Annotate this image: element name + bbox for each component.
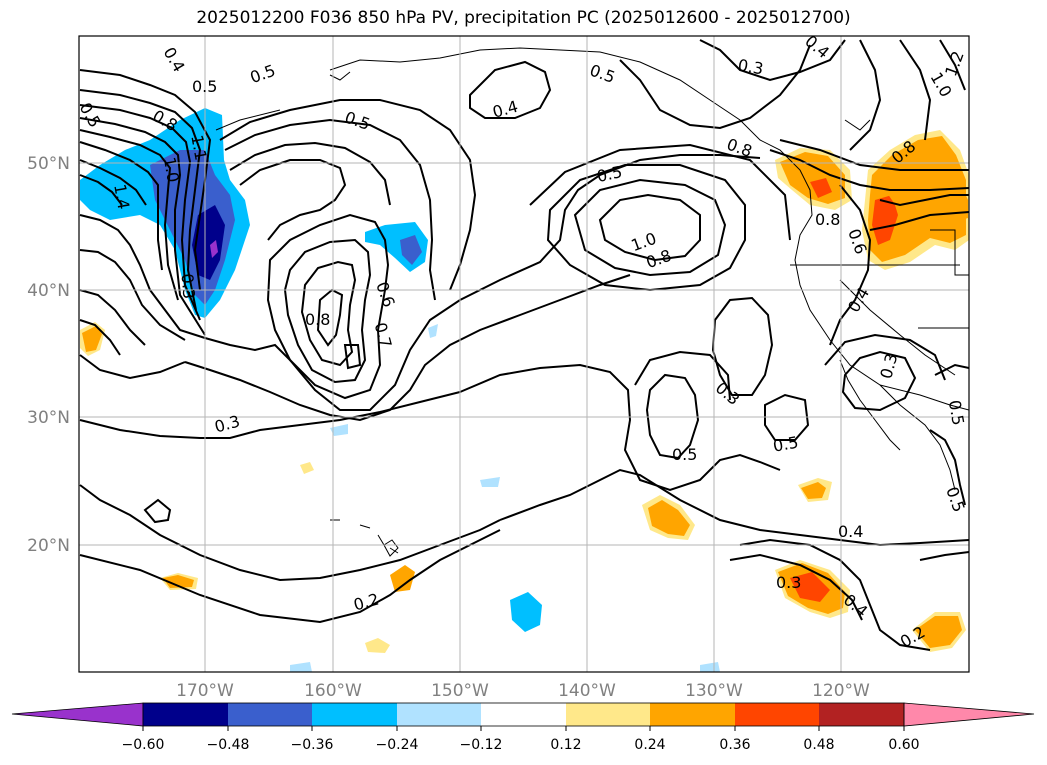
colorbar-extend-high bbox=[903, 702, 1035, 727]
contour-label: 1.0 bbox=[160, 156, 183, 184]
colorbar-label: −0.36 bbox=[291, 737, 334, 753]
negative-anomaly-strong bbox=[192, 205, 225, 280]
colorbar-label: −0.12 bbox=[460, 737, 503, 753]
colorbar-segment bbox=[566, 703, 650, 726]
colorbar-segment bbox=[650, 703, 735, 726]
positive-anomaly-mid bbox=[163, 575, 194, 588]
positive-anomaly-strong bbox=[810, 178, 832, 198]
negative-anomaly-peak bbox=[210, 240, 218, 258]
pv-contours bbox=[79, 39, 969, 651]
positive-anomaly-mid bbox=[648, 500, 690, 536]
lon-tick-label: 140°W bbox=[558, 681, 616, 701]
contour-label: 0.5 bbox=[672, 445, 697, 464]
contour-label: 0.8 bbox=[305, 310, 330, 329]
colorbar-segment bbox=[312, 703, 397, 726]
latitude-tick-labels: 50°N 40°N 30°N 20°N bbox=[27, 154, 70, 556]
colorbar: −0.60 −0.48 −0.36 −0.24 −0.12 0.12 0.24 … bbox=[11, 702, 1035, 753]
colorbar-extend-low bbox=[11, 702, 144, 727]
positive-anomaly-mid bbox=[915, 616, 962, 648]
colorbar-label: 0.60 bbox=[888, 737, 919, 753]
negative-anomaly-core bbox=[400, 235, 422, 265]
lon-tick-label: 170°W bbox=[176, 681, 234, 701]
contour-label: 0.8 bbox=[815, 210, 840, 229]
lon-tick-label: 160°W bbox=[304, 681, 362, 701]
contour-label: 1.1 bbox=[187, 133, 210, 161]
negative-anomaly-light bbox=[700, 662, 720, 672]
contour-label: 0.3 bbox=[736, 55, 764, 78]
positive-anomaly-strong bbox=[872, 195, 898, 245]
coastlines bbox=[215, 47, 969, 557]
lon-tick-label: 120°W bbox=[812, 681, 870, 701]
lon-tick-label: 130°W bbox=[685, 681, 743, 701]
contour-label: 0.5 bbox=[772, 433, 800, 456]
colorbar-label: −0.24 bbox=[376, 737, 419, 753]
colorbar-segment bbox=[481, 703, 566, 726]
lat-tick-label: 20°N bbox=[27, 536, 70, 556]
colorbar-label: 0.48 bbox=[803, 737, 834, 753]
colorbar-label: −0.60 bbox=[122, 737, 165, 753]
contour-label: 0.5 bbox=[595, 162, 624, 186]
longitude-tick-labels: 170°W 160°W 150°W 140°W 130°W 120°W bbox=[176, 681, 870, 701]
colorbar-segment bbox=[397, 703, 481, 726]
contour-label: 0.3 bbox=[177, 273, 198, 300]
colorbar-ticks bbox=[142, 726, 905, 731]
colorbar-label: 0.12 bbox=[550, 737, 581, 753]
colorbar-label: −0.48 bbox=[207, 737, 250, 753]
lat-tick-label: 30°N bbox=[27, 408, 70, 428]
positive-anomaly-light bbox=[300, 462, 314, 474]
gridlines bbox=[79, 36, 969, 672]
colorbar-segment bbox=[228, 703, 312, 726]
colorbar-segment bbox=[735, 703, 819, 726]
colorbar-segment bbox=[143, 703, 228, 726]
contour-label: 0.3 bbox=[776, 573, 801, 592]
negative-anomaly-area bbox=[510, 592, 542, 632]
positive-anomaly-mid bbox=[82, 326, 102, 352]
colorbar-label: 0.36 bbox=[719, 737, 750, 753]
positive-anomaly-area bbox=[365, 638, 390, 653]
contour-label: 1.4 bbox=[110, 182, 133, 210]
negative-anomaly-light bbox=[290, 662, 312, 672]
lat-tick-label: 40°N bbox=[27, 281, 70, 301]
map-title: 2025012200 F036 850 hPa PV, precipitatio… bbox=[196, 8, 851, 28]
colorbar-label: 0.24 bbox=[634, 737, 665, 753]
contour-label: 0.4 bbox=[838, 522, 863, 541]
lat-tick-label: 50°N bbox=[27, 154, 70, 174]
map-plot-area: 0.4 0.5 0.5 0.8 1.0 1.4 1.1 0.3 0.5 0.4 … bbox=[78, 35, 970, 673]
positive-anomaly-area bbox=[390, 565, 415, 592]
negative-anomaly-light bbox=[428, 324, 438, 338]
negative-anomaly-light bbox=[330, 424, 348, 436]
contour-label: 0.5 bbox=[945, 399, 968, 427]
negative-anomaly-light bbox=[480, 477, 500, 487]
lon-tick-label: 150°W bbox=[431, 681, 489, 701]
positive-anomaly-strong bbox=[790, 572, 830, 602]
contour-label: 0.5 bbox=[192, 77, 217, 96]
positive-anomaly-mid bbox=[801, 482, 826, 499]
colorbar-segment bbox=[819, 703, 904, 726]
positive-anomaly-area bbox=[875, 165, 968, 225]
